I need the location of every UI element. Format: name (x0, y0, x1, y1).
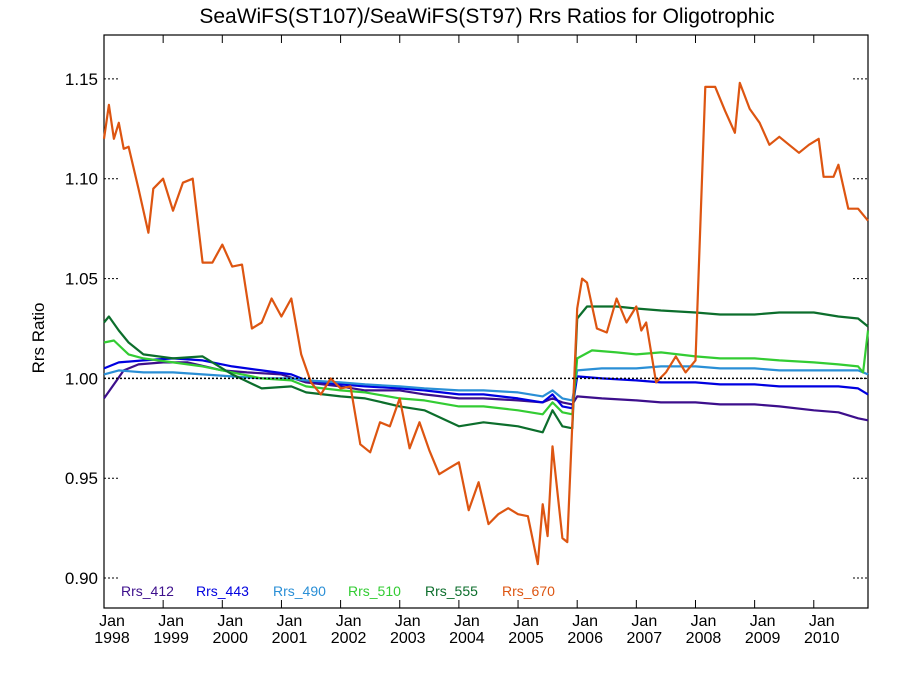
series-line-rrs-670 (102, 81, 869, 566)
x-tick-year-label: 2006 (567, 630, 603, 647)
legend: Rrs_412 Rrs_443 Rrs_490 Rrs_510 Rrs_555 Rrs_6… (121, 583, 555, 599)
x-tick-year-label: 2005 (508, 630, 544, 647)
x-tick-month-label: Jan (572, 613, 598, 630)
legend-entry-rrs-670: Rrs_670 (502, 583, 555, 599)
plot-area (103, 34, 869, 609)
x-tick-month-label: Jan (158, 613, 184, 630)
plot-frame (103, 34, 869, 609)
series-line-rrs-510 (103, 330, 870, 416)
y-axis-label: Rrs Ratio (29, 303, 48, 374)
y-tick-label: 1.10 (65, 170, 98, 189)
y-tick-label: 1.15 (65, 70, 98, 89)
x-tick-month-label: Jan (395, 613, 421, 630)
x-axis-ticks: Jan1998Jan1999Jan2000Jan2001Jan2002Jan20… (94, 35, 840, 647)
x-tick-year-label: 1999 (153, 630, 189, 647)
legend-entry-rrs-443: Rrs_443 (196, 583, 249, 599)
y-tick-label: 1.00 (65, 369, 98, 388)
x-tick-month-label: Jan (809, 613, 835, 630)
x-tick-month-label: Jan (217, 613, 243, 630)
x-tick-year-label: 2002 (331, 630, 367, 647)
y-tick-label: 1.05 (65, 270, 98, 289)
x-tick-year-label: 2007 (627, 630, 663, 647)
legend-entry-rrs-412: Rrs_412 (121, 583, 174, 599)
y-tick-label: 0.95 (65, 469, 98, 488)
y-tick-label: 0.90 (65, 569, 98, 588)
series-layer (102, 81, 870, 566)
x-tick-month-label: Jan (454, 613, 480, 630)
chart-title: SeaWiFS(ST107)/SeaWiFS(ST97) Rrs Ratios … (199, 5, 774, 28)
x-tick-year-label: 2004 (449, 630, 485, 647)
legend-entry-rrs-510: Rrs_510 (348, 583, 401, 599)
x-tick-year-label: 2003 (390, 630, 426, 647)
x-tick-month-label: Jan (336, 613, 362, 630)
x-tick-month-label: Jan (750, 613, 776, 630)
y-axis-ticks: 0.90 0.95 1.00 1.05 1.10 1.15 (65, 70, 868, 588)
x-tick-month-label: Jan (631, 613, 657, 630)
legend-entry-rrs-555: Rrs_555 (425, 583, 478, 599)
x-tick-month-label: Jan (277, 613, 303, 630)
x-tick-year-label: 2009 (745, 630, 781, 647)
x-tick-month-label: Jan (691, 613, 717, 630)
x-tick-year-label: 2001 (272, 630, 308, 647)
x-tick-month-label: Jan (513, 613, 539, 630)
x-tick-year-label: 2010 (804, 630, 840, 647)
x-tick-year-label: 1998 (94, 630, 130, 647)
x-tick-year-label: 2008 (686, 630, 722, 647)
series-line-rrs-555 (103, 305, 869, 434)
x-tick-year-label: 2000 (212, 630, 248, 647)
legend-entry-rrs-490: Rrs_490 (273, 583, 326, 599)
x-tick-month-label: Jan (99, 613, 125, 630)
series-line-rrs-443 (103, 357, 869, 410)
